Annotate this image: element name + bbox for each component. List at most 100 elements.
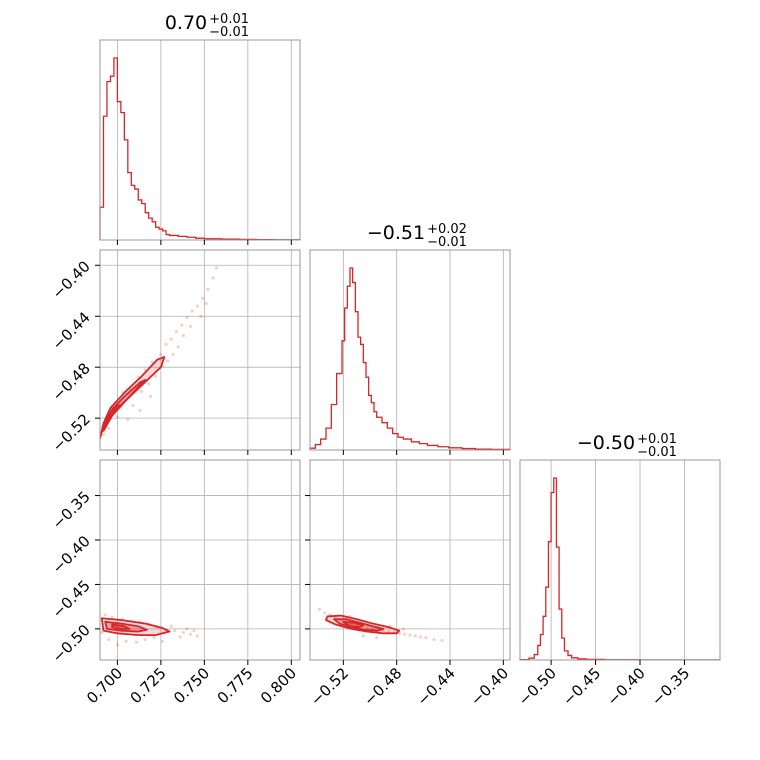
scatter-point — [164, 342, 168, 346]
scatter-point — [195, 634, 199, 638]
scatter-point — [159, 352, 163, 357]
contour-level-2 — [111, 623, 131, 630]
scatter-point — [126, 417, 130, 422]
scatter-point — [199, 314, 203, 318]
scatter-point — [180, 323, 184, 327]
histogram-title-0: 0.70 — [165, 12, 207, 34]
scatter-point — [161, 639, 165, 643]
frame-layer — [95, 39, 721, 665]
scatter-point — [188, 632, 193, 636]
scatter-point — [361, 634, 365, 638]
y-tick-label: −0.35 — [49, 488, 94, 533]
histogram-title-2: −0.50 — [577, 432, 635, 454]
x-tick-label: −0.52 — [307, 664, 352, 709]
scatter-point — [387, 629, 391, 634]
x-tick-label: −0.40 — [467, 664, 512, 709]
panel-frame-hist-2 — [519, 459, 721, 661]
scatter-point — [107, 637, 111, 642]
pair-panel-2 — [317, 607, 444, 643]
scatter-point — [143, 637, 147, 642]
scatter-point — [147, 382, 151, 386]
histogram-1 — [309, 267, 511, 451]
scatter-point — [204, 301, 208, 306]
scatter-point — [181, 333, 186, 337]
title-minus-error: −0.01 — [637, 445, 677, 460]
y-tick-label: −0.52 — [49, 410, 94, 455]
scatter-point — [152, 636, 156, 640]
title-minus-error: −0.01 — [209, 25, 249, 40]
scatter-point — [166, 359, 170, 363]
scatter-point — [134, 640, 139, 644]
scatter-point — [211, 276, 215, 280]
x-tick-label: −0.48 — [360, 664, 405, 709]
contour-level-2 — [342, 620, 365, 629]
x-tick-label: −0.45 — [559, 664, 604, 709]
x-tick-label: 0.775 — [214, 664, 257, 707]
scatter-point — [317, 607, 321, 611]
scatter-point — [192, 629, 196, 633]
title-plus-error: +0.01 — [637, 432, 677, 447]
scatter-point — [169, 337, 173, 341]
pair-panel-1 — [100, 613, 199, 647]
x-tick-label: −0.40 — [604, 664, 649, 709]
scatter-point — [131, 403, 135, 408]
scatter-point — [413, 634, 417, 638]
panel-frame-pair-2 — [309, 459, 511, 661]
scatter-point — [107, 426, 111, 430]
scatter-point — [408, 633, 412, 637]
scatter-point — [401, 627, 405, 631]
scatter-point — [214, 266, 219, 270]
scatter-point — [188, 324, 193, 329]
data-layer — [99, 57, 721, 661]
pair-panel-0 — [100, 266, 219, 440]
panel-frame-hist-0 — [99, 39, 301, 241]
grid-layer — [100, 40, 685, 660]
x-tick-label: −0.50 — [515, 664, 560, 709]
y-tick-label: −0.50 — [49, 621, 94, 666]
y-tick-label: −0.45 — [49, 577, 94, 622]
scatter-point — [206, 287, 210, 292]
x-tick-label: −0.44 — [414, 664, 459, 709]
scatter-point — [103, 613, 107, 617]
panel-frame-pair-0 — [99, 249, 301, 451]
scatter-point — [185, 315, 189, 320]
histogram-0 — [99, 57, 301, 241]
scatter-point — [138, 408, 142, 413]
scatter-point — [190, 309, 194, 313]
scatter-point — [178, 635, 182, 639]
x-tick-label: 0.750 — [170, 664, 213, 707]
scatter-point — [171, 352, 175, 357]
scatter-point — [169, 624, 173, 628]
scatter-point — [174, 329, 179, 334]
scatter-point — [150, 360, 154, 364]
histogram-title-1: −0.51 — [367, 222, 425, 244]
x-tick-label: 0.800 — [257, 664, 300, 707]
scatter-point — [195, 304, 199, 308]
scatter-point — [115, 415, 119, 419]
x-tick-label: −0.35 — [648, 664, 693, 709]
scatter-point — [323, 611, 327, 615]
scatter-point — [100, 630, 104, 635]
scatter-point — [419, 635, 423, 639]
scatter-point — [176, 345, 180, 349]
x-tick-label: 0.725 — [127, 664, 170, 707]
y-tick-label: −0.40 — [49, 257, 94, 302]
scatter-point — [201, 296, 205, 301]
scatter-point — [173, 629, 177, 633]
x-tick-label: 0.700 — [83, 664, 126, 707]
y-tick-label: −0.48 — [49, 359, 94, 404]
scatter-point — [140, 389, 144, 394]
scatter-point — [154, 374, 158, 378]
scatter-point — [148, 394, 153, 399]
scatter-point — [403, 632, 407, 636]
histogram-2 — [519, 477, 721, 661]
panel-frame-hist-1 — [309, 249, 511, 451]
contour-level-0 — [100, 356, 166, 440]
panel-frame-pair-1 — [99, 459, 301, 661]
title-minus-error: −0.01 — [427, 235, 467, 250]
scatter-point — [110, 615, 114, 619]
title-plus-error: +0.02 — [427, 222, 467, 237]
scatter-point — [185, 627, 189, 631]
title-plus-error: +0.01 — [209, 12, 249, 27]
